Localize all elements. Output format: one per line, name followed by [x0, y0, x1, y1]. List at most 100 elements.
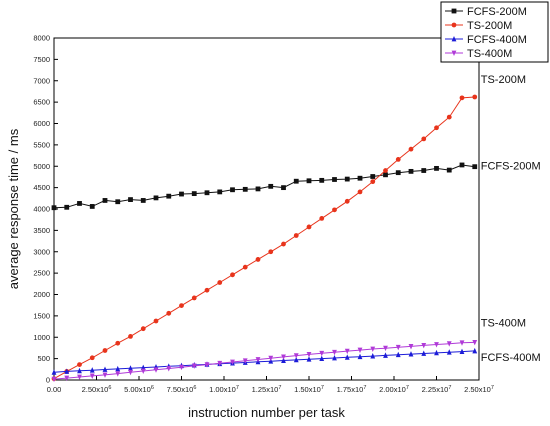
data-point-ts-200m — [459, 95, 465, 101]
data-point-fcfs-400m — [421, 350, 427, 356]
data-point-ts-200m — [421, 136, 427, 142]
legend-box — [440, 1, 549, 63]
data-point-fcfs-200m — [242, 186, 248, 192]
data-point-ts-400m — [421, 342, 427, 349]
data-point-fcfs-400m — [306, 356, 312, 362]
data-point-ts-200m — [344, 198, 350, 204]
data-point-ts-200m — [89, 355, 95, 361]
data-point-ts-200m — [332, 207, 337, 213]
legend-label-ts-400m: TS-400M — [467, 48, 512, 60]
data-point-fcfs-400m — [434, 349, 439, 356]
data-point-ts-400m — [102, 372, 108, 378]
x-tick-label: 1.25x107 — [252, 385, 282, 394]
data-point-ts-200m — [293, 233, 299, 238]
data-point-fcfs-200m — [293, 178, 299, 184]
data-point-fcfs-400m — [128, 365, 133, 371]
data-point-ts-200m — [383, 168, 388, 173]
data-point-fcfs-200m — [281, 185, 286, 191]
data-point-fcfs-200m — [421, 168, 427, 173]
data-point-fcfs-200m — [370, 174, 376, 179]
x-tick-label: 1.00x107 — [209, 385, 239, 394]
y-tick-label: 1500 — [33, 311, 50, 320]
y-axis: 0 500 1000 1500 2000 2500 3000 3500 4000 4500 5000… — [33, 34, 58, 385]
data-point-fcfs-200m — [89, 204, 95, 209]
data-point-fcfs-200m — [357, 175, 363, 181]
data-point-fcfs-400m — [383, 352, 388, 358]
data-point-fcfs-200m — [395, 170, 401, 176]
data-point-fcfs-200m — [217, 189, 223, 195]
data-point-ts-400m — [204, 362, 210, 368]
data-point-fcfs-200m — [255, 186, 261, 192]
data-point-fcfs-200m — [204, 190, 210, 196]
data-point-ts-400m — [408, 344, 414, 350]
data-point-ts-200m — [408, 146, 414, 152]
data-point-fcfs-400m — [446, 349, 452, 355]
data-point-fcfs-200m — [268, 183, 274, 189]
y-tick-label: 4500 — [33, 183, 50, 192]
plot-area — [53, 37, 480, 381]
data-point-ts-200m — [153, 318, 159, 324]
annotations: TS-200M FCFS-200M TS-400M FCFS-400M — [481, 74, 541, 364]
data-point-ts-400m — [293, 353, 299, 359]
data-point-ts-200m — [204, 287, 210, 293]
x-tick-label: 1.75x107 — [337, 385, 367, 394]
series-line-ts-200m — [53, 96, 475, 380]
data-point-fcfs-400m — [344, 354, 350, 360]
data-point-fcfs-200m — [51, 205, 57, 211]
data-point-fcfs-400m — [89, 367, 95, 373]
data-point-fcfs-400m — [370, 353, 376, 359]
data-point-fcfs-400m — [77, 367, 82, 374]
data-point-ts-200m — [370, 179, 376, 185]
legend-marker-ts-400m — [451, 50, 457, 56]
data-point-fcfs-200m — [446, 167, 452, 173]
data-point-fcfs-200m — [64, 204, 70, 210]
data-point-fcfs-400m — [115, 365, 121, 372]
data-point-ts-400m — [434, 342, 439, 348]
y-tick-label: 8000 — [33, 34, 50, 43]
data-point-ts-200m — [179, 303, 184, 309]
data-point-ts-400m — [230, 359, 235, 366]
data-point-ts-400m — [306, 351, 312, 358]
data-point-fcfs-200m — [434, 165, 439, 171]
y-tick-label: 4000 — [33, 205, 50, 214]
annotation-fcfs-200m: FCFS-200M — [481, 160, 541, 172]
data-point-ts-200m — [357, 189, 363, 195]
data-point-ts-200m — [242, 264, 248, 270]
y-tick-label: 5000 — [33, 162, 50, 171]
data-point-fcfs-400m — [51, 369, 57, 375]
data-point-fcfs-200m — [191, 191, 197, 197]
data-point-fcfs-200m — [459, 162, 465, 168]
data-point-fcfs-200m — [166, 193, 172, 199]
y-tick-label: 6500 — [33, 98, 50, 107]
data-point-ts-400m — [115, 371, 121, 377]
data-point-fcfs-200m — [306, 178, 312, 184]
series-line-fcfs-200m — [53, 164, 475, 209]
legend-item-fcfs-200m: FCFS-200M — [445, 6, 527, 18]
data-point-ts-200m — [446, 114, 452, 120]
data-point-ts-200m — [281, 241, 286, 247]
data-point-fcfs-400m — [408, 351, 414, 357]
data-point-fcfs-400m — [395, 351, 401, 358]
data-point-fcfs-400m — [281, 357, 286, 363]
legend-marker-ts-200m — [451, 22, 457, 28]
data-point-ts-200m — [255, 257, 261, 262]
data-point-fcfs-200m — [344, 176, 350, 182]
data-point-ts-200m — [102, 348, 108, 353]
data-point-ts-400m — [166, 366, 172, 372]
y-tick-label: 1000 — [33, 333, 50, 342]
data-point-fcfs-400m — [472, 347, 478, 354]
data-point-ts-400m — [446, 341, 452, 347]
series-line-fcfs-400m — [53, 350, 475, 373]
legend-label-fcfs-400m: FCFS-400M — [467, 34, 527, 46]
data-point-fcfs-400m — [332, 354, 337, 361]
data-point-fcfs-200m — [179, 191, 184, 197]
annotation-fcfs-400m: FCFS-400M — [481, 352, 541, 364]
legend-marker-fcfs-400m — [451, 36, 457, 42]
data-point-ts-400m — [179, 364, 184, 371]
x-tick-label: 7.50x106 — [167, 385, 197, 394]
data-point-ts-400m — [268, 355, 274, 362]
y-tick-label: 7500 — [33, 55, 50, 64]
data-point-fcfs-400m — [102, 366, 108, 372]
data-point-ts-200m — [268, 249, 274, 255]
data-point-ts-400m — [217, 360, 223, 367]
